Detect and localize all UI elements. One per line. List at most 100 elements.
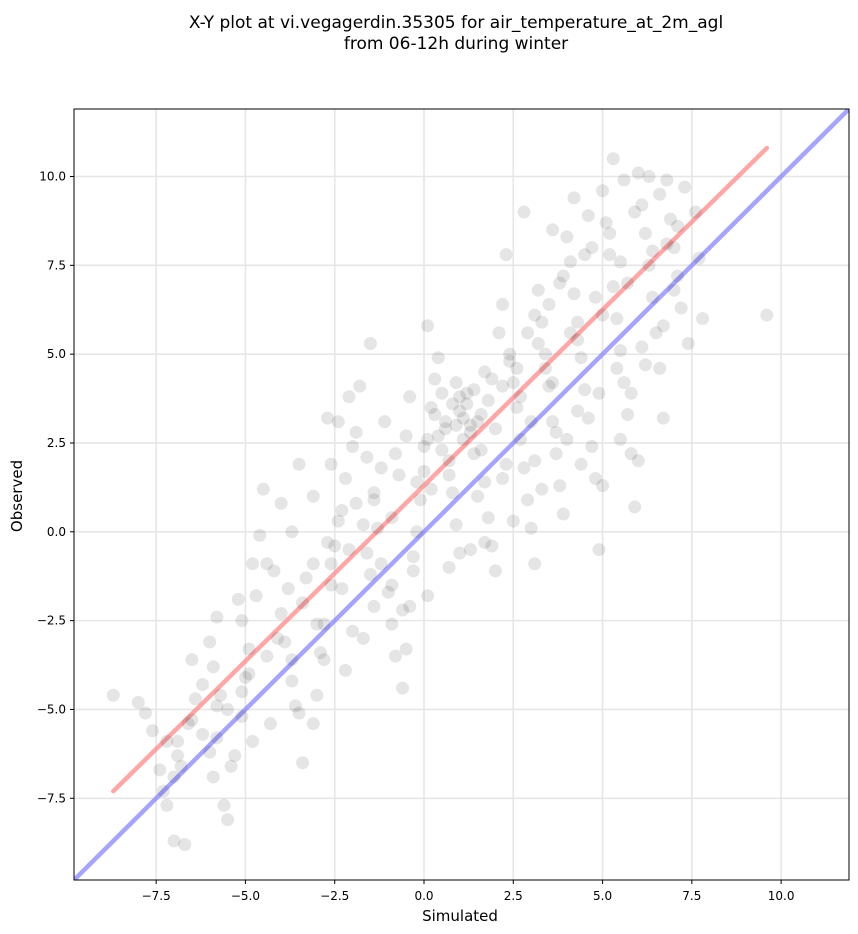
data-point xyxy=(385,617,399,631)
data-point xyxy=(663,212,677,226)
data-point xyxy=(210,610,224,624)
data-point xyxy=(681,336,695,350)
data-point xyxy=(138,706,152,720)
data-point xyxy=(446,486,460,500)
data-point xyxy=(174,759,188,773)
data-point xyxy=(435,386,449,400)
data-point xyxy=(428,372,442,386)
data-point xyxy=(413,493,427,507)
data-point xyxy=(278,635,292,649)
data-point xyxy=(574,457,588,471)
data-point xyxy=(324,457,338,471)
data-point xyxy=(606,280,620,294)
data-point xyxy=(449,418,463,432)
data-point xyxy=(288,699,302,713)
data-point xyxy=(238,670,252,684)
data-point xyxy=(578,383,592,397)
data-point xyxy=(571,333,585,347)
data-point xyxy=(638,358,652,372)
data-point xyxy=(356,631,370,645)
data-point xyxy=(156,784,170,798)
data-point xyxy=(624,447,638,461)
data-point xyxy=(167,834,181,848)
data-point xyxy=(353,379,367,393)
data-point xyxy=(596,479,610,493)
data-point xyxy=(642,170,656,184)
data-point xyxy=(653,361,667,375)
data-point xyxy=(456,432,470,446)
data-point xyxy=(563,255,577,269)
data-point xyxy=(613,432,627,446)
data-point xyxy=(510,400,524,414)
data-point xyxy=(185,713,199,727)
data-point xyxy=(578,248,592,262)
data-point xyxy=(546,376,560,390)
data-point xyxy=(331,415,345,429)
data-point xyxy=(642,258,656,272)
data-point xyxy=(167,770,181,784)
data-point xyxy=(613,255,627,269)
data-point xyxy=(538,361,552,375)
data-point xyxy=(528,557,542,571)
data-point xyxy=(160,798,174,812)
data-point xyxy=(599,216,613,230)
y-tick-label: 5.0 xyxy=(47,347,66,361)
data-point xyxy=(567,191,581,205)
data-point xyxy=(321,535,335,549)
data-point xyxy=(603,248,617,262)
data-point xyxy=(560,432,574,446)
data-point xyxy=(481,511,495,525)
data-point xyxy=(399,642,413,656)
data-point xyxy=(417,440,431,454)
data-point xyxy=(460,386,474,400)
data-point xyxy=(385,511,399,525)
data-point xyxy=(656,411,670,425)
data-point xyxy=(471,415,485,429)
data-point xyxy=(206,770,220,784)
data-point xyxy=(538,347,552,361)
data-point xyxy=(235,710,249,724)
data-point xyxy=(646,290,660,304)
y-axis-ticks: −7.5 −5.0 −2.5 0.0 2.5 5.0 7.5 10.0 xyxy=(37,170,74,805)
data-point xyxy=(496,472,510,486)
identity-line xyxy=(74,109,849,880)
data-point xyxy=(338,472,352,486)
data-point xyxy=(521,493,535,507)
data-point xyxy=(688,205,702,219)
data-point xyxy=(342,543,356,557)
data-point xyxy=(656,319,670,333)
data-point xyxy=(678,180,692,194)
chart-title-line-2: from 06-12h during winter xyxy=(344,34,568,54)
data-point xyxy=(556,269,570,283)
data-point xyxy=(631,166,645,180)
data-point xyxy=(403,390,417,404)
data-point xyxy=(603,226,617,240)
data-point xyxy=(478,475,492,489)
data-point xyxy=(421,432,435,446)
data-point xyxy=(374,461,388,475)
data-point xyxy=(171,734,185,748)
data-point xyxy=(360,546,374,560)
plot-frame xyxy=(73,108,850,881)
data-point xyxy=(503,347,517,361)
data-point xyxy=(521,326,535,340)
data-point xyxy=(171,749,185,763)
x-tick-label: −7.5 xyxy=(142,889,171,903)
data-point xyxy=(331,514,345,528)
data-point xyxy=(585,241,599,255)
data-point xyxy=(621,408,635,422)
data-point xyxy=(263,717,277,731)
data-point xyxy=(453,390,467,404)
x-tick-label: 2.5 xyxy=(504,889,523,903)
data-point xyxy=(313,646,327,660)
data-point xyxy=(485,539,499,553)
y-tick-label: 2.5 xyxy=(47,436,66,450)
data-point xyxy=(528,308,542,322)
data-point xyxy=(317,617,331,631)
data-point xyxy=(585,440,599,454)
data-point xyxy=(285,525,299,539)
x-tick-label: 10.0 xyxy=(768,889,795,903)
data-point xyxy=(406,550,420,564)
data-point xyxy=(424,482,438,496)
